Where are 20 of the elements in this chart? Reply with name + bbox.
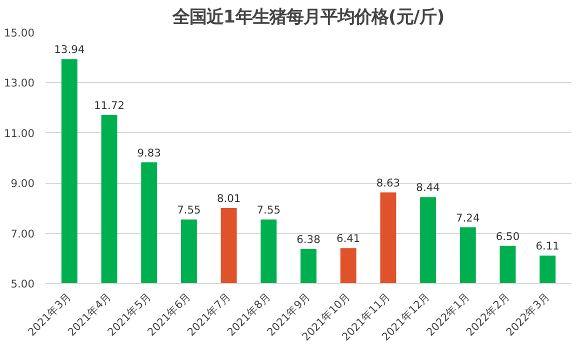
data-label: 7.24 <box>456 211 480 224</box>
data-label: 8.63 <box>376 176 400 190</box>
y-tick-label: 13.00 <box>4 76 35 90</box>
data-label: 7.55 <box>177 203 201 216</box>
y-tick-label: 11.00 <box>4 126 35 140</box>
chart-title: 全国近1年生猪每月平均价格(元/斤) <box>171 8 445 28</box>
data-label: 11.72 <box>94 98 125 112</box>
y-tick-label: 9.00 <box>10 177 35 190</box>
y-tick-label: 7.00 <box>10 227 35 240</box>
data-label: 8.44 <box>416 181 440 194</box>
data-label: 6.11 <box>536 240 560 253</box>
data-label: 6.50 <box>496 230 520 243</box>
y-tick-label: 15.00 <box>4 26 35 40</box>
y-tick-label: 5.00 <box>10 278 35 290</box>
data-label: 13.94 <box>54 43 85 56</box>
data-label: 7.55 <box>256 203 281 216</box>
data-label: 8.01 <box>216 192 241 205</box>
data-label: 6.38 <box>296 232 321 246</box>
data-label: 6.41 <box>336 232 360 246</box>
data-label: 9.83 <box>137 146 161 160</box>
